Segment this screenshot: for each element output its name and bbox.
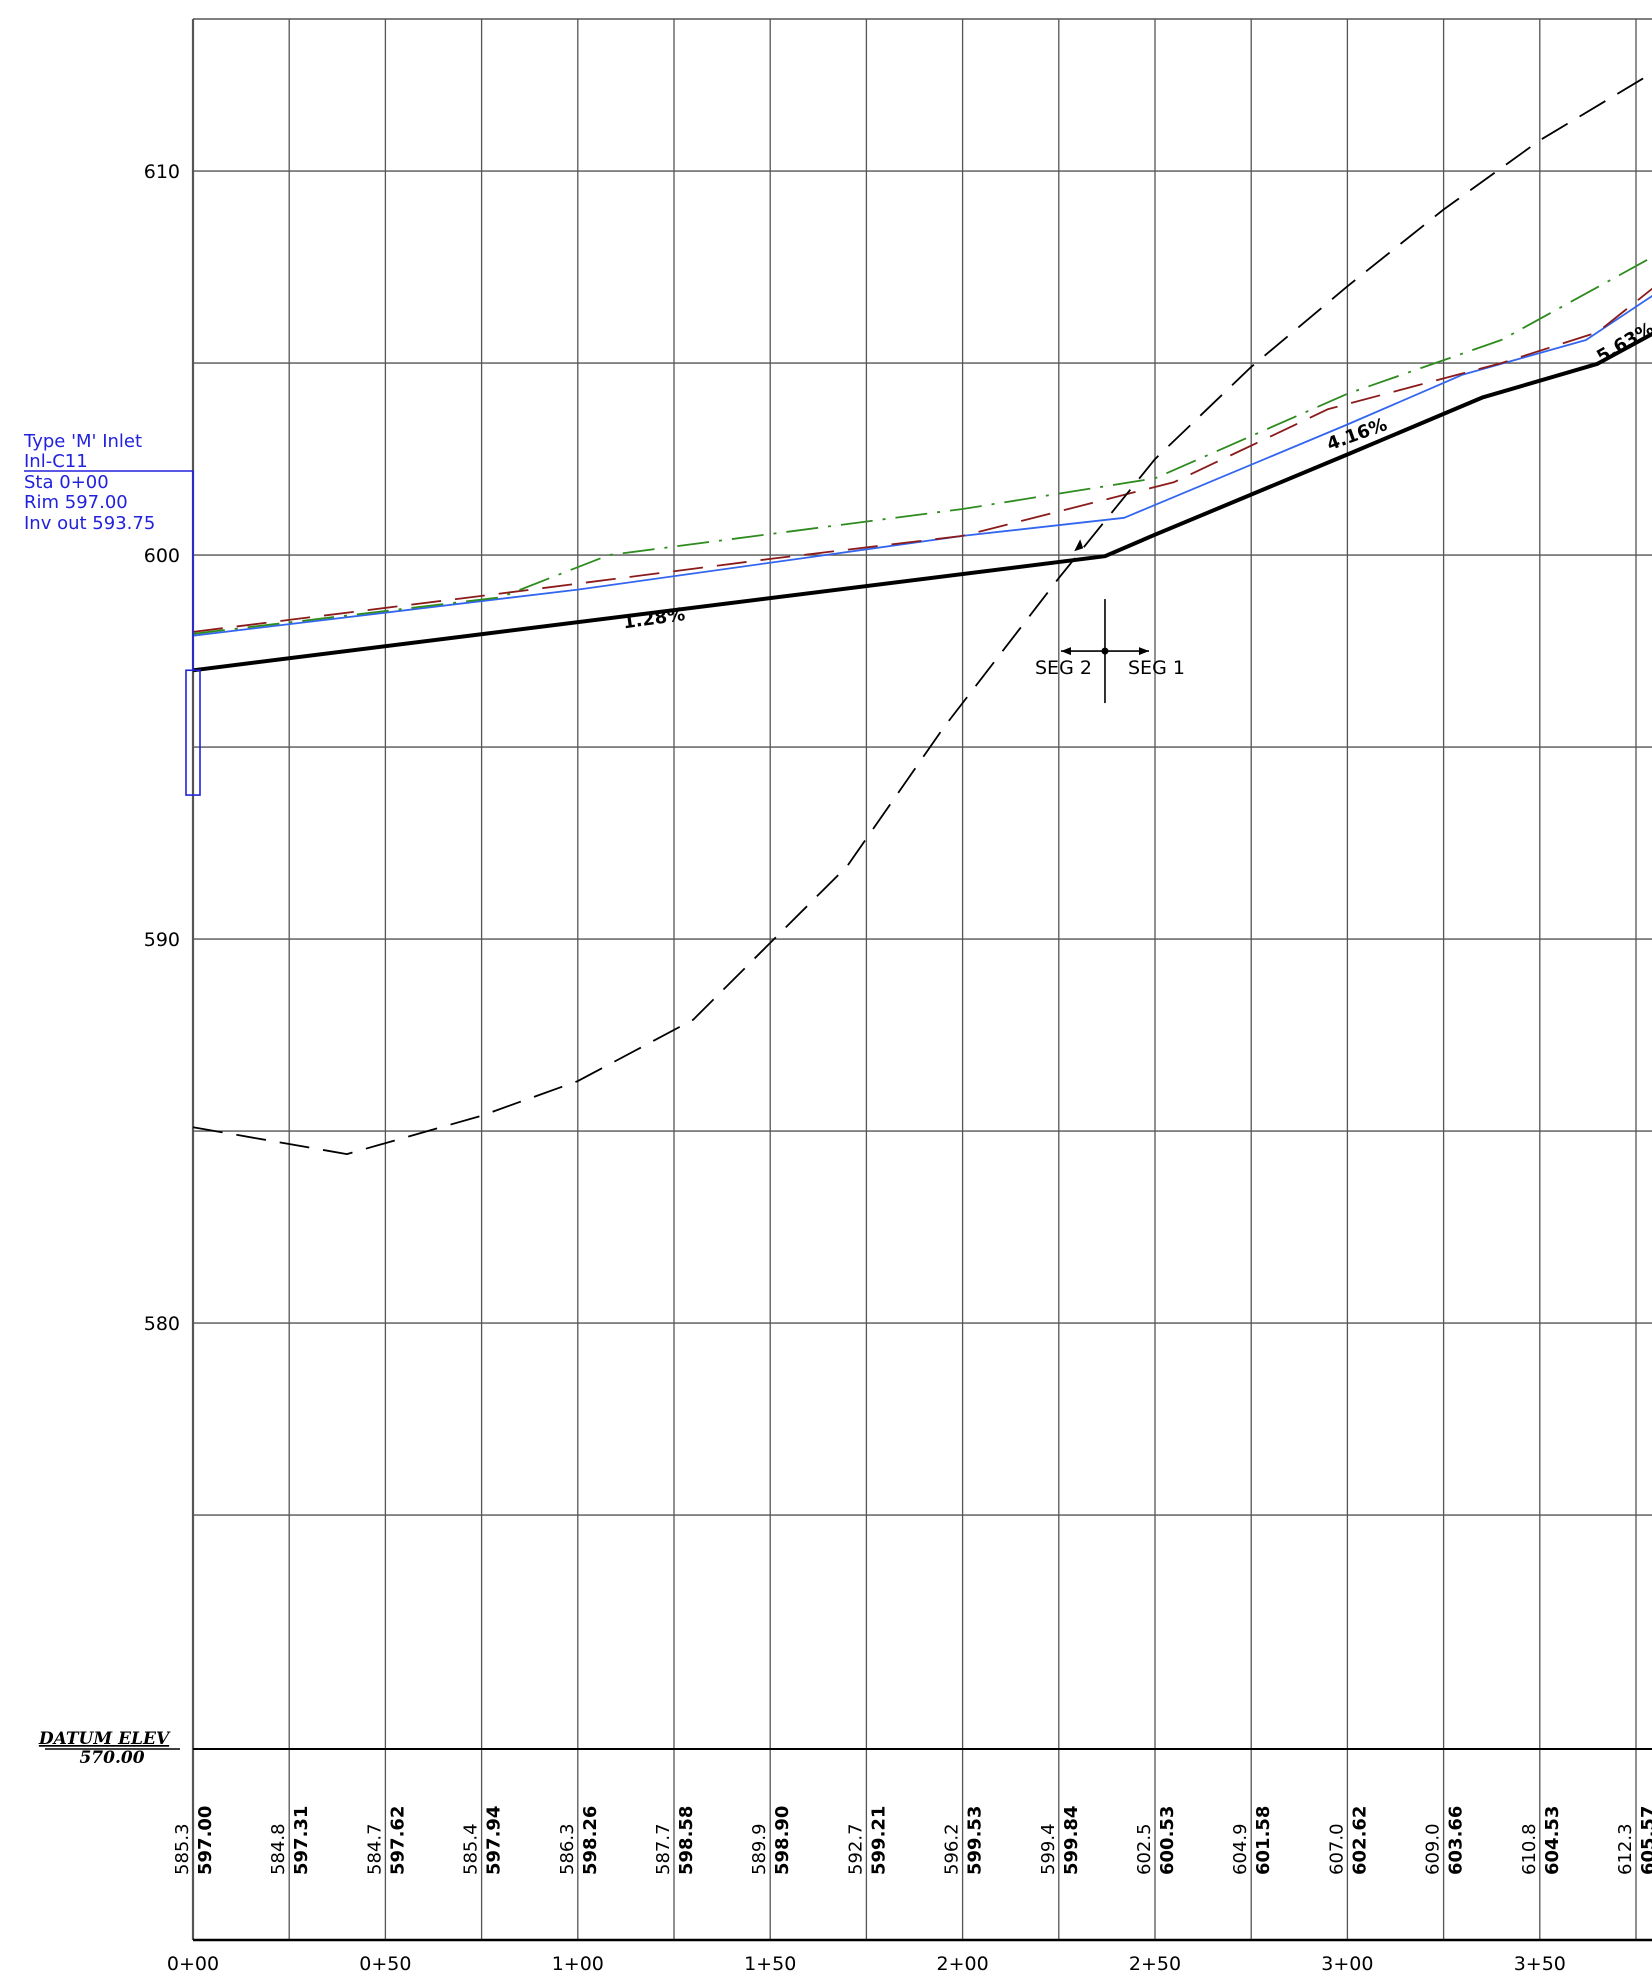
inlet-structure-box [185, 669, 201, 796]
series-profile-green [192, 256, 1652, 635]
x-tick-label: 0+50 [359, 1953, 411, 1975]
series-pipe-crown [192, 294, 1652, 637]
seg-left-label: SEG 2 [1035, 657, 1092, 679]
x-tick-label: 3+50 [1514, 1953, 1566, 1975]
series-profile-red [192, 287, 1652, 633]
table-proposed-elev: 598.58 [676, 1806, 697, 1875]
y-tick-label: 610 [144, 161, 180, 183]
table-existing-elev: 589.9 [749, 1823, 770, 1875]
table-existing-elev: 609.0 [1423, 1823, 1444, 1875]
table-proposed-elev: 600.53 [1157, 1806, 1178, 1875]
table-existing-elev: 602.5 [1134, 1823, 1155, 1875]
table-existing-elev: 584.8 [268, 1823, 289, 1875]
x-tick-label: 1+00 [552, 1953, 604, 1975]
annotations: DATUM ELEV 570.00 Type 'M' Inlet Inl-C11… [23, 431, 1185, 1768]
inlet-invert: Inv out 593.75 [24, 513, 155, 534]
inlet-station: Sta 0+00 [24, 472, 109, 493]
x-tick-label: 2+50 [1129, 1953, 1181, 1975]
table-proposed-elev: 599.53 [965, 1806, 986, 1875]
table-proposed-elev: 605.57 [1638, 1806, 1652, 1875]
table-proposed-elev: 603.66 [1446, 1806, 1467, 1875]
datum-title: DATUM ELEV [38, 1729, 171, 1749]
table-proposed-elev: 599.84 [1061, 1806, 1082, 1875]
table-existing-elev: 586.3 [557, 1823, 578, 1875]
x-tick-label: 1+50 [744, 1953, 796, 1975]
table-proposed-elev: 597.94 [484, 1806, 505, 1875]
inlet-id: Inl-C11 [24, 451, 88, 472]
x-tick-label: 3+00 [1321, 1953, 1373, 1975]
table-existing-elev: 585.3 [172, 1823, 193, 1875]
table-existing-elev: 596.2 [942, 1823, 963, 1875]
series-pipe-invert [192, 331, 1652, 673]
inlet-rim: Rim 597.00 [24, 492, 128, 513]
table-proposed-elev: 597.00 [195, 1806, 216, 1875]
datum-value: 570.00 [79, 1748, 144, 1768]
table-existing-elev: 585.4 [461, 1823, 482, 1875]
table-proposed-elev: 601.58 [1253, 1806, 1274, 1875]
table-proposed-elev: 604.53 [1542, 1806, 1563, 1875]
table-existing-elev: 584.7 [364, 1823, 385, 1875]
crossing-arrow [1074, 539, 1084, 552]
x-tick-label: 0+00 [167, 1953, 219, 1975]
table-proposed-elev: 598.90 [772, 1806, 793, 1875]
y-tick-label: 590 [144, 929, 180, 951]
inlet-leader-line [24, 470, 194, 671]
table-existing-elev: 599.4 [1038, 1823, 1059, 1875]
segment-arrow-right [1138, 647, 1149, 656]
table-proposed-elev: 597.62 [387, 1806, 408, 1875]
table-existing-elev: 604.9 [1230, 1823, 1251, 1875]
series-existing-ground [192, 72, 1652, 1155]
table-proposed-elev: 602.62 [1349, 1806, 1370, 1875]
table-existing-elev: 612.3 [1615, 1823, 1636, 1875]
y-tick-label: 600 [144, 545, 180, 567]
table-existing-elev: 607.0 [1326, 1823, 1347, 1875]
table-existing-elev: 610.8 [1519, 1823, 1540, 1875]
y-tick-label: 580 [144, 1313, 180, 1335]
x-tick-label: 2+00 [937, 1953, 989, 1975]
table-proposed-elev: 599.21 [868, 1806, 889, 1875]
segment-break-point [1101, 647, 1109, 655]
table-proposed-elev: 597.31 [291, 1806, 312, 1875]
profile-lines: 1.28%4.16%5.63% [24, 72, 1652, 1155]
inlet-type: Type 'M' Inlet [23, 431, 142, 452]
segment-arrow-left [1060, 647, 1071, 656]
grade-label: 5.63% [1593, 318, 1652, 367]
grid: 610 600 590 580 0+00 0+50 1+00 1+50 2+00 2+50 3+00… [45, 18, 1652, 1975]
grade-label: 1.28% [622, 604, 687, 633]
table-proposed-elev: 598.26 [580, 1806, 601, 1875]
table-existing-elev: 592.7 [845, 1823, 866, 1875]
seg-right-label: SEG 1 [1128, 657, 1185, 679]
table-existing-elev: 587.7 [653, 1823, 674, 1875]
